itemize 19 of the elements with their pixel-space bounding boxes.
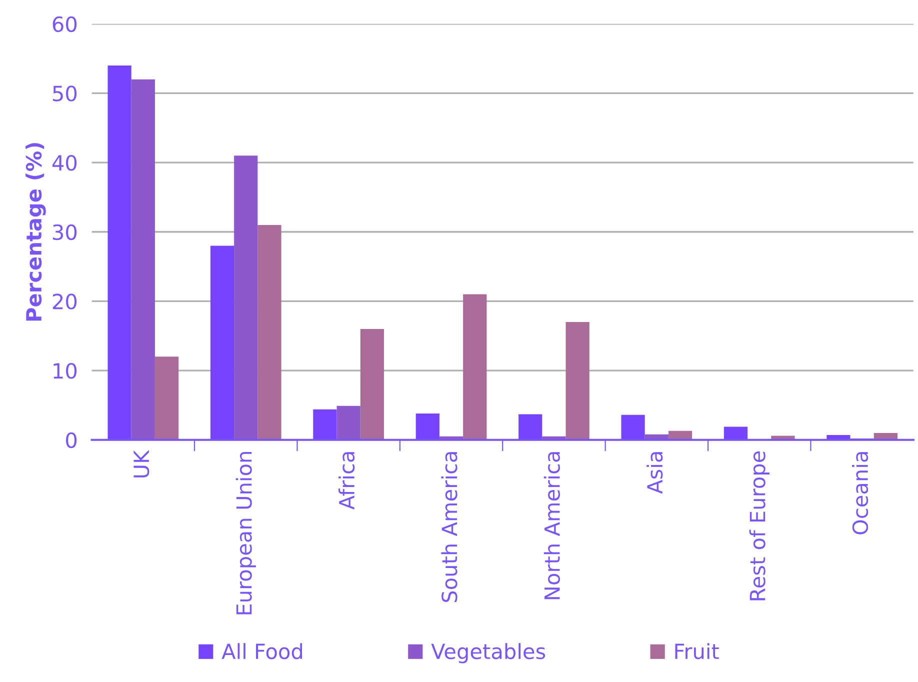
- y-tick-label: 50: [53, 86, 77, 102]
- x-tick-label: Oceania: [852, 452, 868, 534]
- y-tick-label: 40: [52, 154, 77, 171]
- y-axis-title: Percentage (%): [26, 143, 46, 321]
- x-tick-label: European Union: [236, 452, 256, 614]
- x-tick-label: North America: [544, 452, 560, 600]
- legend-label: Vegetables: [431, 643, 546, 664]
- x-tick-label: UK: [134, 450, 150, 478]
- x-tick-label: South America: [441, 452, 458, 602]
- y-tick-label: 10: [54, 363, 77, 379]
- x-tick-label: Africa: [338, 452, 355, 510]
- y-tick-label: 60: [52, 16, 77, 32]
- y-tick-label: 30: [52, 224, 77, 240]
- x-tick-label: Asia: [646, 452, 663, 494]
- y-tick-label: 20: [52, 294, 77, 310]
- y-tick-label: 0: [66, 432, 77, 448]
- legend-label: Fruit: [675, 643, 719, 660]
- x-tick-label: Rest of Europe: [749, 451, 770, 600]
- legend-label: All Food: [222, 643, 302, 660]
